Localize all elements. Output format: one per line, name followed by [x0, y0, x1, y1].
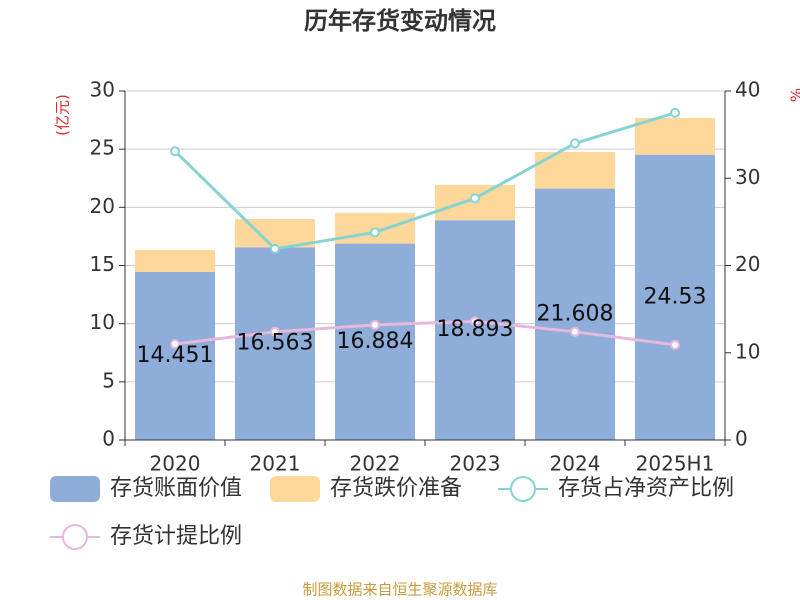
legend-label: 存货计提比例	[110, 524, 242, 549]
y2-tick-label: 0	[735, 427, 748, 451]
y-tick-label: 15	[90, 252, 115, 276]
data-label: 14.451	[137, 343, 214, 368]
line	[173, 111, 676, 251]
bar	[335, 243, 415, 440]
data-label: 24.53	[644, 284, 707, 309]
legend-marker	[270, 476, 320, 502]
x-tick-label: 2020	[150, 452, 201, 476]
chart-title: 历年存货变动情况	[304, 7, 496, 35]
legend-marker	[50, 476, 100, 502]
line-point	[270, 243, 280, 254]
line-point	[670, 339, 680, 350]
line-point	[470, 316, 480, 327]
line-point	[570, 326, 580, 337]
line	[174, 319, 676, 347]
y2-tick-label: 20	[735, 252, 760, 276]
line-point	[570, 138, 580, 149]
bar	[535, 188, 615, 440]
y-tick-label: 0	[102, 427, 115, 451]
x-tick-label: 2024	[550, 452, 601, 476]
bar	[235, 247, 315, 440]
y2-tick-label: 40	[735, 78, 760, 102]
data-label: 16.563	[237, 331, 314, 356]
bar	[635, 117, 715, 155]
line-point	[170, 339, 180, 350]
line-point	[370, 319, 380, 330]
x-tick-label: 2022	[350, 452, 401, 476]
y2-axis-label: %	[788, 88, 800, 102]
legend-label: 存货账面价值	[110, 476, 242, 501]
y-tick-label: 20	[90, 194, 115, 218]
line-point	[270, 326, 280, 337]
y-tick-label: 5	[102, 368, 115, 392]
legend-marker	[62, 524, 88, 550]
y-tick-label: 10	[90, 310, 115, 334]
bar	[135, 249, 215, 272]
bar	[135, 271, 215, 440]
line-point	[170, 146, 180, 157]
y-axis-label: (亿元)	[54, 94, 72, 136]
x-tick-label: 2023	[450, 452, 501, 476]
y2-tick-label: 10	[735, 339, 760, 363]
line-point	[470, 193, 480, 204]
line-point	[370, 227, 380, 238]
legend-marker	[510, 476, 536, 502]
x-tick-label: 2025H1	[636, 452, 715, 476]
bar	[435, 220, 515, 440]
data-label: 18.893	[437, 317, 514, 342]
y-tick-label: 25	[90, 136, 115, 160]
data-label: 16.884	[337, 329, 414, 354]
data-label: 21.608	[537, 301, 614, 326]
legend-label: 存货占净资产比例	[558, 476, 734, 501]
legend-label: 存货跌价准备	[330, 476, 462, 501]
y-tick-label: 30	[90, 78, 115, 102]
x-tick-label: 2021	[250, 452, 301, 476]
source: 制图数据来自恒生聚源数据库	[302, 581, 497, 599]
y2-tick-label: 30	[735, 165, 760, 189]
bar	[635, 154, 715, 440]
line-point	[670, 107, 680, 118]
